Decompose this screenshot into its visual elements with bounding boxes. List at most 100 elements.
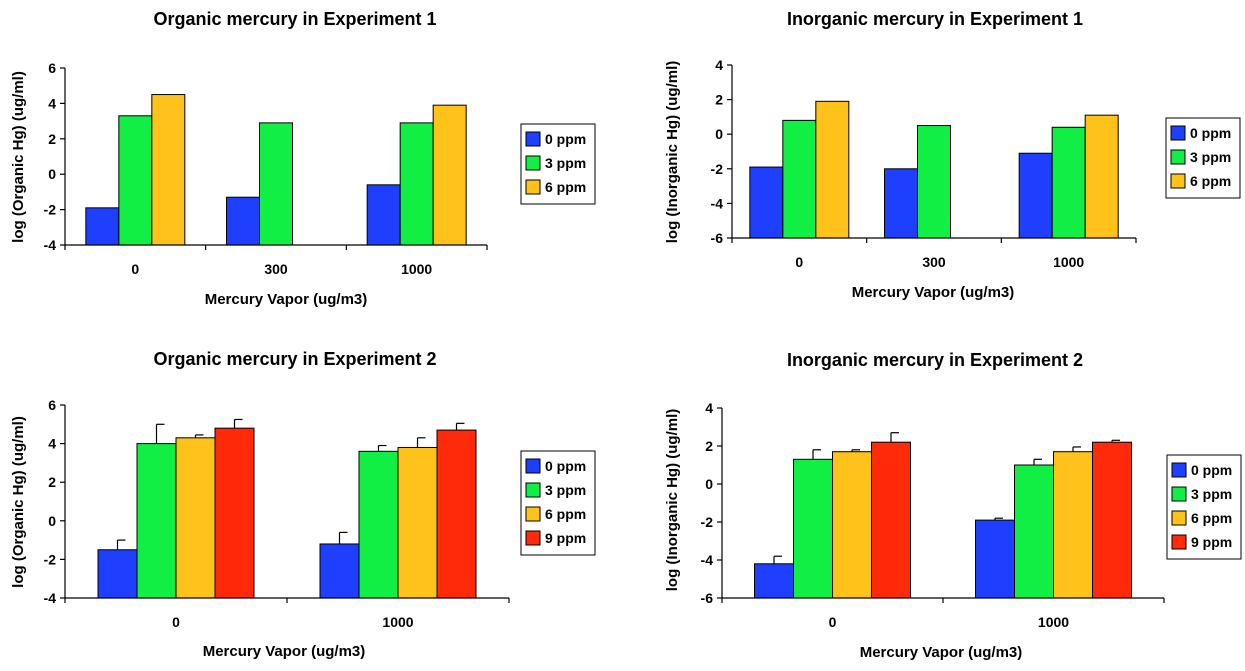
bar — [1053, 451, 1093, 599]
y-tick-label: 0 — [705, 476, 713, 492]
bar — [399, 122, 434, 246]
panel-organic-exp1: Organic mercury in Experiment 1 Mercury … — [10, 9, 596, 308]
bar — [118, 115, 153, 246]
legend-label: 3 ppm — [545, 155, 586, 171]
bar — [214, 427, 255, 599]
bar — [436, 429, 477, 599]
legend: 0 ppm 3 ppm 6 ppm 9 ppm — [520, 450, 596, 556]
legend-swatch — [1171, 510, 1187, 526]
x-tick-label: 0 — [829, 614, 837, 630]
y-axis-label: log (Inorganic Hg) (ug/ml) — [664, 61, 681, 243]
legend-swatch — [525, 179, 541, 195]
bar — [151, 94, 186, 246]
legend-swatch — [1171, 462, 1187, 478]
legend-label: 6 ppm — [545, 506, 586, 522]
y-tick-label: 2 — [48, 131, 56, 147]
y-axis-label: log (Organic Hg) (ug/ml) — [10, 416, 27, 588]
bar — [793, 458, 833, 599]
bar — [754, 563, 794, 599]
y-tick-label: -4 — [44, 237, 57, 253]
legend-label: 9 ppm — [1191, 534, 1232, 550]
x-tick-label: 0 — [172, 614, 180, 630]
legend-label: 0 ppm — [545, 131, 586, 147]
legend-swatch — [525, 131, 541, 147]
x-tick-label: 1000 — [1053, 254, 1084, 270]
legend-swatch — [1171, 534, 1187, 550]
bar — [871, 441, 911, 599]
legend-label: 6 ppm — [1191, 510, 1232, 526]
y-tick-label: 4 — [715, 57, 723, 73]
y-tick-label: -2 — [44, 202, 57, 218]
bar — [832, 451, 872, 599]
y-axis-label: log (Organic Hg) (ug/ml) — [10, 71, 27, 243]
bar — [175, 437, 216, 599]
bar — [917, 125, 951, 239]
bar — [1014, 464, 1054, 599]
plot-area: -4 -2 0 2 4 6 0 300 1000 — [44, 60, 488, 277]
bar — [884, 168, 918, 239]
bar — [226, 196, 260, 246]
plot-area: -6 -4 -2 0 2 4 0 1000 — [701, 400, 1165, 630]
bar — [782, 119, 817, 239]
bar — [366, 184, 401, 246]
legend-swatch — [525, 155, 541, 171]
x-tick-label: 1000 — [401, 261, 432, 277]
legend-label: 0 ppm — [1190, 125, 1231, 141]
bar — [432, 104, 467, 246]
legend-swatch — [1170, 173, 1186, 189]
bar — [319, 543, 360, 599]
bar — [397, 446, 438, 599]
y-tick-label: 4 — [48, 95, 56, 111]
x-tick-label: 1000 — [382, 614, 413, 630]
y-tick-label: -4 — [711, 195, 724, 211]
bar — [358, 450, 399, 599]
bar — [259, 122, 293, 246]
y-tick-label: 4 — [705, 400, 713, 416]
y-axis-label: log (Inorganic Hg) (ug/ml) — [664, 409, 681, 591]
y-tick-label: -2 — [44, 551, 57, 567]
legend-label: 0 ppm — [545, 458, 586, 474]
plot-area: -4 -2 0 2 4 6 0 1000 — [44, 397, 510, 630]
bar — [1018, 152, 1053, 239]
x-tick-label: 1000 — [1038, 614, 1069, 630]
plot-area: -6 -4 -2 0 2 4 0 300 1000 — [711, 57, 1137, 270]
y-tick-label: -4 — [44, 590, 57, 606]
panel-organic-exp2: Organic mercury in Experiment 2 Mercury … — [10, 349, 596, 660]
legend-swatch — [525, 530, 541, 546]
bar — [97, 549, 138, 599]
legend-label: 3 ppm — [545, 482, 586, 498]
y-tick-label: -4 — [701, 552, 714, 568]
x-axis-label: Mercury Vapor (ug/m3) — [852, 284, 1015, 301]
bar — [136, 443, 177, 599]
chart-title: Inorganic mercury in Experiment 2 — [787, 350, 1083, 370]
legend-label: 6 ppm — [1190, 173, 1231, 189]
legend-label: 3 ppm — [1191, 486, 1232, 502]
bar — [1084, 114, 1119, 239]
y-tick-label: 0 — [715, 126, 723, 142]
bar — [1092, 441, 1132, 599]
x-axis-label: Mercury Vapor (ug/m3) — [203, 643, 366, 660]
bar — [749, 166, 784, 239]
y-tick-label: -6 — [701, 590, 714, 606]
chart-title: Organic mercury in Experiment 2 — [153, 349, 436, 369]
legend-label: 6 ppm — [545, 179, 586, 195]
legend-label: 3 ppm — [1190, 149, 1231, 165]
legend-label: 9 ppm — [545, 530, 586, 546]
panel-inorganic-exp1: Inorganic mercury in Experiment 1 Mercur… — [664, 9, 1241, 301]
legend-swatch — [1170, 149, 1186, 165]
x-tick-label: 0 — [795, 254, 803, 270]
x-axis-label: Mercury Vapor (ug/m3) — [860, 644, 1023, 661]
legend: 0 ppm 3 ppm 6 ppm — [520, 123, 596, 205]
x-tick-label: 300 — [264, 261, 288, 277]
y-tick-label: -2 — [701, 514, 714, 530]
legend-swatch — [525, 482, 541, 498]
y-tick-label: 4 — [48, 436, 56, 452]
legend: 0 ppm 3 ppm 6 ppm 9 ppm — [1166, 454, 1242, 560]
legend-swatch — [525, 506, 541, 522]
chart-title: Organic mercury in Experiment 1 — [153, 9, 436, 29]
legend-swatch — [1171, 486, 1187, 502]
x-tick-label: 0 — [131, 261, 139, 277]
legend: 0 ppm 3 ppm 6 ppm — [1165, 117, 1241, 199]
y-tick-label: 2 — [48, 474, 56, 490]
